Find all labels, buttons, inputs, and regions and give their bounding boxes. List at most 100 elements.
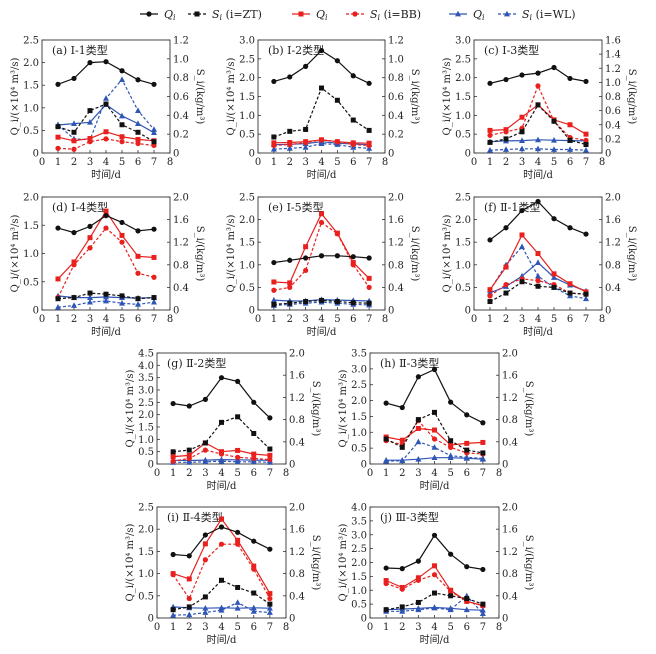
y-right-tick-label: 1.2 (502, 547, 518, 558)
x-tick-label: 8 (382, 314, 388, 325)
panel-title: (h) Ⅱ-3类型 (380, 356, 439, 370)
data-point-s_wl (519, 243, 525, 250)
data-point-s_wl (583, 146, 589, 153)
data-point-s_zt (287, 300, 293, 306)
data-point-s_zt (103, 291, 109, 297)
data-point-q_zt (303, 63, 309, 69)
data-point-q_bb (334, 230, 340, 236)
x-tick-label: 8 (167, 157, 173, 168)
data-point-s_bb (218, 541, 225, 547)
y-right-tick-label: 0.8 (388, 260, 404, 271)
x-tick-label: 0 (471, 314, 477, 325)
x-tick-label: 6 (464, 468, 470, 479)
data-point-q_bb (170, 454, 176, 460)
y-left-tick-label: 1.5 (239, 92, 255, 103)
data-point-s_wl (151, 126, 157, 132)
y-right-tick-label: 0.6 (605, 106, 621, 117)
data-point-s_bb (583, 137, 589, 143)
data-point-s_wl (170, 612, 177, 618)
legend-marker (352, 11, 358, 17)
panel-title: (f) Ⅱ-1类型 (484, 200, 540, 214)
data-point-s_bb (287, 284, 293, 290)
y-left-tick-label: 3.5 (351, 349, 367, 360)
x-tick-label: 5 (334, 157, 340, 168)
data-point-q_wl (266, 605, 273, 611)
legend-label: Qi (316, 8, 328, 22)
data-point-s_zt (448, 438, 454, 444)
y-left-tick-label: 2.0 (23, 58, 39, 69)
data-point-s_bb (535, 83, 541, 89)
data-point-s_zt (583, 142, 589, 148)
data-point-q_bb (350, 140, 356, 146)
y-right-tick-label: 1.6 (605, 36, 621, 47)
data-point-q_zt (535, 198, 541, 205)
x-tick-label: 2 (503, 157, 509, 168)
data-point-q_bb (487, 287, 493, 293)
data-point-s_zt (487, 299, 493, 305)
data-point-q_bb (119, 232, 125, 238)
y-left-axis-label: Q_i/(×10⁴ m³/s) (125, 369, 136, 447)
x-tick-label: 3 (415, 622, 421, 633)
x-tick-label: 3 (202, 622, 208, 633)
y-left-tick-label: 1.0 (351, 428, 367, 439)
data-point-q_bb (267, 452, 273, 458)
y-right-axis-label: S_i/(kg/m³) (626, 226, 637, 282)
legend-marker (194, 11, 200, 17)
y-left-tick-label: 1.5 (23, 221, 39, 232)
y-right-tick-label: 1.6 (502, 371, 518, 382)
data-point-q_bb (235, 537, 241, 543)
data-point-q_bb (87, 235, 93, 241)
data-point-q_bb (186, 452, 192, 458)
data-point-q_wl (151, 129, 157, 136)
x-tick-label: 1 (170, 468, 176, 479)
data-point-q_bb (583, 131, 589, 137)
x-tick-label: 7 (151, 157, 157, 168)
data-point-s_bb (267, 595, 273, 602)
data-point-q_zt (103, 213, 109, 219)
y-right-tick-label: 1.0 (173, 54, 189, 65)
y-right-axis-label: S_i/(kg/m³) (194, 226, 205, 282)
data-point-s_bb (87, 245, 93, 251)
data-point-s_zt (366, 300, 372, 306)
y-left-tick-label: 0.5 (138, 447, 154, 458)
data-point-s_wl (302, 144, 309, 150)
panel-title: (d) Ⅰ-4类型 (52, 200, 108, 214)
data-point-q_bb (350, 260, 356, 266)
x-tick-label: 4 (218, 622, 224, 633)
data-point-q_wl (202, 456, 209, 463)
data-point-q_zt (202, 532, 208, 538)
data-point-s_zt (119, 122, 125, 128)
data-point-q_wl (415, 456, 422, 462)
y-left-tick-label: 3.0 (351, 364, 367, 375)
data-point-s_zt (432, 409, 437, 415)
y-left-axis-label: Q_i/(×10⁴ m³/s) (338, 523, 349, 601)
y-right-tick-label: 0 (289, 614, 295, 625)
x-tick-label: 2 (71, 314, 77, 325)
data-point-s_zt (71, 295, 77, 301)
data-point-s_zt (535, 102, 541, 108)
data-point-s_wl (119, 300, 125, 306)
data-point-q_wl (87, 294, 93, 300)
y-left-tick-label: 1.5 (455, 92, 471, 103)
x-tick-label: 5 (551, 314, 557, 325)
x-tick-label: 4 (103, 157, 109, 168)
x-tick-label: 5 (119, 157, 125, 168)
data-point-s_zt (415, 417, 421, 423)
data-point-q_wl (250, 604, 257, 611)
data-point-q_zt (464, 412, 470, 418)
x-tick-label: 4 (535, 157, 541, 168)
data-point-q_zt (464, 564, 470, 570)
data-point-q_zt (503, 76, 509, 83)
data-point-q_zt (487, 80, 493, 86)
data-point-q_zt (334, 58, 340, 64)
data-point-q_bb (567, 122, 573, 128)
y-left-tick-label: 1.5 (23, 81, 39, 92)
data-point-s_zt (287, 128, 293, 134)
y-right-tick-label: 0 (173, 306, 179, 317)
x-tick-label: 6 (464, 622, 470, 633)
x-tick-label: 2 (287, 314, 293, 325)
data-point-s_zt (151, 139, 157, 145)
series-line-s_zt (57, 103, 155, 143)
y-right-tick-label: 1.4 (605, 50, 621, 61)
data-point-s_zt (432, 590, 437, 596)
